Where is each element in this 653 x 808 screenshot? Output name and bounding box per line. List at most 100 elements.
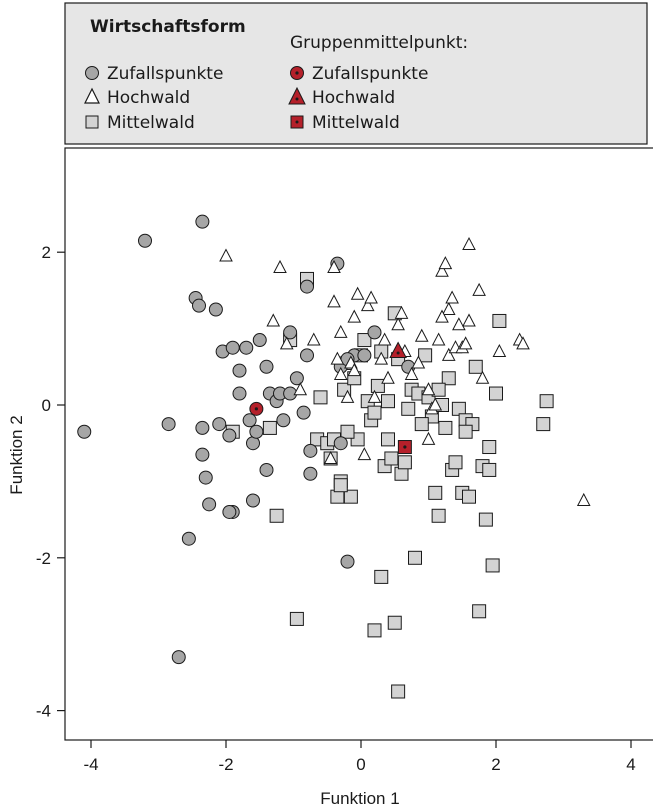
point-mittelwald	[468, 359, 483, 374]
point-zufallspunkte	[367, 325, 382, 340]
point-hochwald	[279, 336, 294, 350]
point-zufallspunkte	[138, 233, 152, 248]
point-mittelwald	[485, 558, 500, 573]
point-mittelwald	[397, 455, 412, 470]
point-zufallspunkte	[161, 417, 176, 432]
point-hochwald	[475, 370, 490, 384]
point-hochwald	[347, 363, 362, 377]
centroid-dot	[254, 407, 258, 411]
point-mittelwald	[472, 604, 487, 619]
point-hochwald	[462, 236, 476, 251]
x-tick-label: 4	[626, 755, 635, 774]
point-hochwald	[273, 259, 287, 273]
point-zufallspunkte	[276, 413, 291, 428]
point-zufallspunkte	[222, 428, 237, 443]
point-mittelwald	[492, 313, 507, 328]
axes: -4 -2 0 2 4 -4 -2 0 2	[36, 243, 636, 774]
point-hochwald	[367, 389, 382, 403]
point-zufallspunkte	[357, 348, 372, 363]
x-tick-label: -2	[218, 755, 233, 774]
centroid-points	[249, 341, 412, 455]
data-points	[77, 214, 591, 699]
point-mittelwald	[441, 371, 456, 386]
point-hochwald	[357, 447, 372, 461]
point-mittelwald	[539, 394, 554, 409]
point-zufallspunkte	[333, 436, 348, 451]
point-mittelwald	[384, 451, 399, 466]
point-hochwald	[306, 332, 321, 346]
point-hochwald	[360, 298, 375, 312]
legend-title: Wirtschaftsform	[90, 17, 246, 37]
point-hochwald	[364, 290, 378, 304]
point-mittelwald	[391, 684, 406, 699]
point-zufallspunkte	[303, 443, 318, 458]
legend-centroid-hoch-dot	[295, 97, 299, 101]
point-hochwald	[404, 366, 419, 380]
point-mittelwald	[313, 390, 328, 405]
point-mittelwald	[482, 440, 497, 455]
legend-centroid-title: Gruppenmittelpunkt:	[290, 33, 468, 53]
point-hochwald	[428, 397, 443, 411]
point-hochwald	[340, 389, 355, 403]
point-zufallspunkte	[289, 371, 304, 386]
point-zufallspunkte	[296, 405, 311, 420]
point-mittelwald	[428, 485, 443, 500]
point-mittelwald	[482, 462, 497, 477]
point-zufallspunkte	[171, 650, 186, 665]
legend-hoch-marker	[84, 87, 100, 104]
point-hochwald	[438, 256, 453, 270]
point-zufallspunkte	[202, 497, 217, 512]
point-hochwald	[323, 450, 338, 464]
point-zufallspunkte	[195, 420, 210, 435]
point-mittelwald	[370, 378, 385, 393]
legend-centroid-hoch-marker	[288, 86, 306, 105]
x-tick-label: -4	[83, 755, 98, 774]
point-hochwald	[421, 382, 436, 396]
point-hochwald	[266, 313, 281, 327]
point-hochwald	[452, 317, 466, 331]
point-zufallspunkte	[300, 279, 314, 294]
point-mittelwald	[458, 424, 473, 439]
point-mittelwald	[289, 611, 304, 626]
point-hochwald	[576, 492, 591, 506]
point-hochwald	[330, 351, 345, 365]
x-tick-label: 2	[491, 755, 500, 774]
point-zufallspunkte	[242, 413, 257, 428]
x-axis-label: Funktion 1	[320, 789, 399, 808]
point-hochwald	[516, 336, 530, 350]
point-hochwald	[441, 301, 456, 315]
point-mittelwald	[414, 417, 429, 432]
point-hochwald	[472, 282, 486, 296]
point-mittelwald	[462, 489, 476, 504]
point-mittelwald	[489, 386, 503, 401]
point-hochwald	[431, 332, 446, 346]
centroid-dot	[396, 351, 400, 355]
point-hochwald	[394, 305, 409, 319]
plot-frame	[64, 147, 653, 741]
legend-mittel-marker	[85, 115, 99, 129]
point-hochwald	[421, 431, 436, 445]
point-hochwald	[441, 347, 456, 361]
point-zufallspunkte	[259, 359, 274, 374]
point-zufallspunkte	[246, 493, 260, 508]
point-hochwald	[435, 263, 449, 277]
point-hochwald	[445, 290, 459, 304]
point-mittelwald	[381, 432, 395, 447]
point-zufallspunkte	[77, 424, 92, 439]
x-tick-label: 0	[356, 755, 365, 774]
point-hochwald	[377, 332, 392, 346]
point-mittelwald	[418, 348, 433, 363]
legend-centroid-mittel-dot	[295, 120, 299, 124]
point-hochwald	[374, 351, 389, 365]
point-zufallspunkte	[208, 302, 223, 317]
point-mittelwald	[374, 569, 389, 584]
point-mittelwald	[367, 623, 382, 638]
point-hochwald	[462, 313, 476, 327]
point-hochwald	[350, 286, 365, 300]
y-axis-label: Funktion 2	[7, 415, 26, 494]
point-zufallspunkte	[222, 504, 237, 519]
centroid-hochwald	[389, 341, 407, 359]
point-mittelwald	[401, 401, 416, 416]
point-mittelwald	[431, 508, 446, 523]
